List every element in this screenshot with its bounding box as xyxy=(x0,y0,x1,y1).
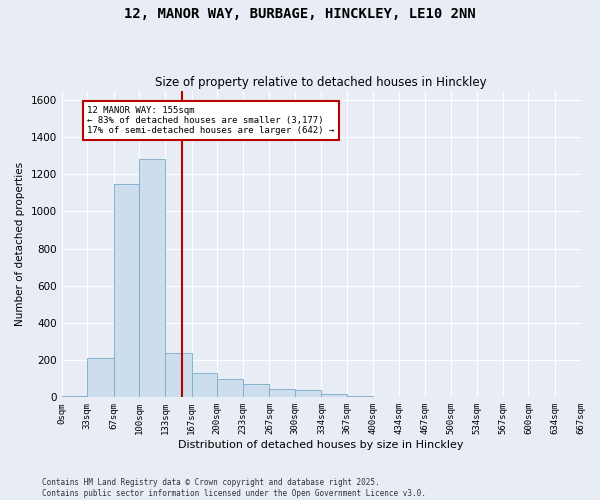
Bar xyxy=(347,396,373,398)
Title: Size of property relative to detached houses in Hinckley: Size of property relative to detached ho… xyxy=(155,76,487,90)
Bar xyxy=(295,390,322,398)
Text: 12 MANOR WAY: 155sqm
← 83% of detached houses are smaller (3,177)
17% of semi-de: 12 MANOR WAY: 155sqm ← 83% of detached h… xyxy=(88,106,335,136)
Bar xyxy=(139,160,165,398)
Y-axis label: Number of detached properties: Number of detached properties xyxy=(15,162,25,326)
Bar xyxy=(322,394,347,398)
Text: Contains HM Land Registry data © Crown copyright and database right 2025.
Contai: Contains HM Land Registry data © Crown c… xyxy=(42,478,426,498)
Text: 12, MANOR WAY, BURBAGE, HINCKLEY, LE10 2NN: 12, MANOR WAY, BURBAGE, HINCKLEY, LE10 2… xyxy=(124,8,476,22)
Bar xyxy=(269,389,295,398)
Bar xyxy=(191,373,217,398)
Bar xyxy=(88,358,114,398)
Bar xyxy=(114,184,139,398)
Bar xyxy=(373,397,399,398)
Bar xyxy=(165,352,191,398)
X-axis label: Distribution of detached houses by size in Hinckley: Distribution of detached houses by size … xyxy=(178,440,464,450)
Bar xyxy=(243,384,269,398)
Bar xyxy=(217,378,243,398)
Bar xyxy=(62,396,88,398)
